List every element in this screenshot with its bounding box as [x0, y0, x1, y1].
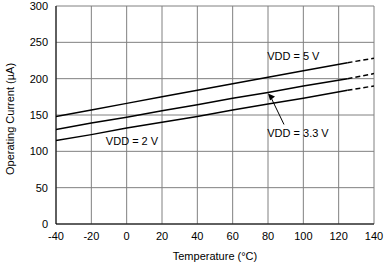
svg-text:140: 140 — [365, 230, 378, 242]
svg-text:0: 0 — [124, 230, 130, 242]
svg-text:40: 40 — [191, 230, 203, 242]
svg-text:-40: -40 — [48, 230, 64, 242]
svg-text:VDD = 5 V: VDD = 5 V — [267, 50, 320, 62]
svg-text:300: 300 — [30, 0, 48, 12]
svg-text:80: 80 — [262, 230, 274, 242]
svg-text:VDD = 3.3 V: VDD = 3.3 V — [267, 127, 329, 139]
svg-text:100: 100 — [30, 145, 48, 157]
svg-text:60: 60 — [227, 230, 239, 242]
svg-text:-20: -20 — [83, 230, 99, 242]
svg-text:Operating Current (µA): Operating Current (µA) — [8, 63, 16, 175]
svg-text:120: 120 — [329, 230, 347, 242]
svg-text:150: 150 — [30, 109, 48, 121]
svg-text:Temperature (°C): Temperature (°C) — [173, 250, 257, 262]
svg-text:250: 250 — [30, 36, 48, 48]
svg-text:100: 100 — [294, 230, 312, 242]
svg-text:0: 0 — [42, 218, 48, 230]
svg-text:VDD = 2 V: VDD = 2 V — [106, 135, 159, 147]
svg-text:50: 50 — [36, 182, 48, 194]
svg-text:200: 200 — [30, 73, 48, 85]
svg-text:20: 20 — [156, 230, 168, 242]
